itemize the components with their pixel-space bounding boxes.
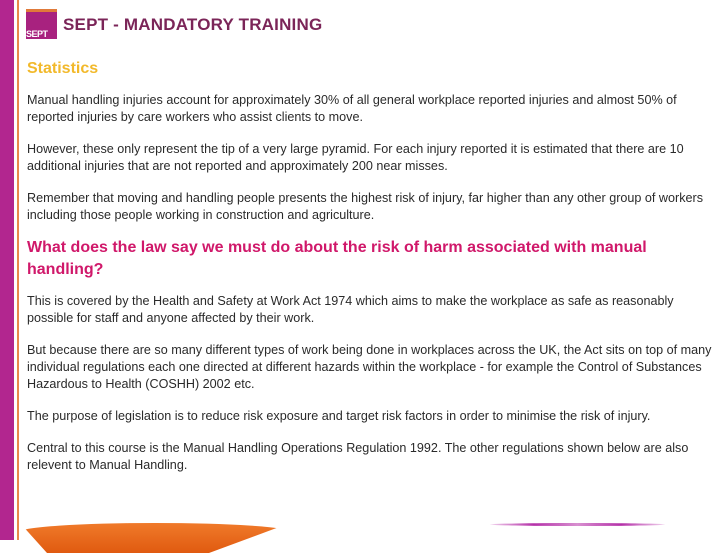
logo-text: SEPT: [26, 29, 48, 39]
page-title: SEPT - MANDATORY TRAINING: [63, 15, 323, 34]
law-heading: What does the law say we must do about t…: [27, 239, 647, 278]
paragraph: The purpose of legislation is to reduce …: [27, 409, 651, 423]
statistics-heading: Statistics: [27, 60, 99, 77]
paragraph: Remember that moving and handling people…: [27, 191, 704, 222]
orange-swoosh-decoration: [20, 523, 290, 553]
left-magenta-bar: [0, 0, 14, 540]
content: Statistics Manual handling injuries acco…: [27, 60, 717, 489]
magenta-swoosh-decoration: [490, 523, 665, 526]
paragraph: However, these only represent the tip of…: [27, 142, 684, 173]
left-orange-line: [17, 0, 19, 540]
paragraph: This is covered by the Health and Safety…: [27, 294, 674, 325]
paragraph: Manual handling injuries account for app…: [27, 93, 677, 124]
paragraph: Central to this course is the Manual Han…: [27, 441, 689, 472]
paragraph: But because there are so many different …: [27, 343, 712, 391]
sept-logo: [26, 9, 57, 39]
